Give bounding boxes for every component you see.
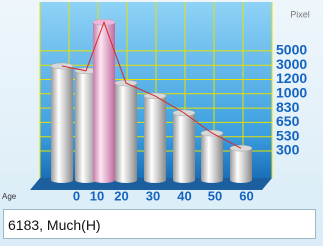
bar-base [173,177,195,183]
x-tick-label: 20 [114,188,128,203]
bar [201,133,223,180]
bar [51,66,73,180]
y-tick-label: 3000 [276,56,307,72]
x-axis-label: Age [2,192,17,201]
x-tick-label: 30 [146,188,160,203]
bar-base [144,177,166,183]
bar-base [93,177,115,183]
x-tick-label: 40 [177,188,191,203]
y-tick-label: 300 [276,142,300,158]
y-tick-label: 650 [276,113,300,129]
y-tick-label: 5000 [276,42,307,58]
y-tick-label: 1000 [276,85,307,101]
bar-base [201,177,223,183]
x-tick-label: 0 [73,188,80,203]
bar-base [230,177,252,183]
bar-base [115,177,137,183]
y-tick-label: 830 [276,99,300,115]
bar [144,96,166,180]
bar-base [51,177,73,183]
x-tick-label: 10 [90,188,104,203]
bar [93,22,115,180]
x-tick-label: 50 [208,188,222,203]
chart-widget: Pixel Age 3005306508301000120030005000 01… [0,0,323,246]
y-tick-label: 530 [276,127,300,143]
bar [173,113,195,180]
status-box: 6183, Much(H) [3,209,316,239]
y-axis-label: Pixel [290,9,310,19]
bar [115,83,137,180]
x-tick-label: 60 [239,188,253,203]
y-tick-label: 1200 [276,70,307,86]
bar [230,148,252,180]
